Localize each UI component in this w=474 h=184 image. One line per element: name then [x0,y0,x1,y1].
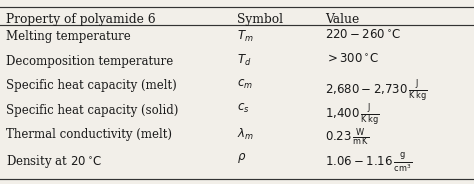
Text: Decomposition temperature: Decomposition temperature [6,55,173,68]
Text: $\rho$: $\rho$ [237,151,246,165]
Text: Melting temperature: Melting temperature [6,30,130,43]
Text: $c_m$: $c_m$ [237,77,253,91]
Text: Property of polyamide 6: Property of polyamide 6 [6,13,155,26]
Text: Density at $20\,^{\circ}\mathrm{C}$: Density at $20\,^{\circ}\mathrm{C}$ [6,153,102,170]
Text: $T_m$: $T_m$ [237,29,254,44]
Text: $T_d$: $T_d$ [237,53,252,68]
Text: $> 300\,^{\circ}\mathrm{C}$: $> 300\,^{\circ}\mathrm{C}$ [325,53,379,66]
Text: Specific heat capacity (solid): Specific heat capacity (solid) [6,104,178,117]
Text: $\lambda_m$: $\lambda_m$ [237,126,254,141]
Text: $2{,}680 - 2{,}730\,\frac{\mathrm{J}}{\mathrm{K\,kg}}$: $2{,}680 - 2{,}730\,\frac{\mathrm{J}}{\m… [325,77,427,104]
Text: Specific heat capacity (melt): Specific heat capacity (melt) [6,79,176,92]
Text: $0.23\,\frac{\mathrm{W}}{\mathrm{m\,K}}$: $0.23\,\frac{\mathrm{W}}{\mathrm{m\,K}}$ [325,126,369,148]
Text: $1{,}400\,\frac{\mathrm{J}}{\mathrm{K\,kg}}$: $1{,}400\,\frac{\mathrm{J}}{\mathrm{K\,k… [325,102,379,128]
Text: Symbol: Symbol [237,13,283,26]
Text: $c_s$: $c_s$ [237,102,250,115]
Text: $1.06 - 1.16\,\frac{\mathrm{g}}{\mathrm{cm}^3}$: $1.06 - 1.16\,\frac{\mathrm{g}}{\mathrm{… [325,151,412,174]
Text: $220 - 260\,^{\circ}\mathrm{C}$: $220 - 260\,^{\circ}\mathrm{C}$ [325,29,401,42]
Text: Value: Value [325,13,359,26]
Text: Thermal conductivity (melt): Thermal conductivity (melt) [6,128,172,141]
